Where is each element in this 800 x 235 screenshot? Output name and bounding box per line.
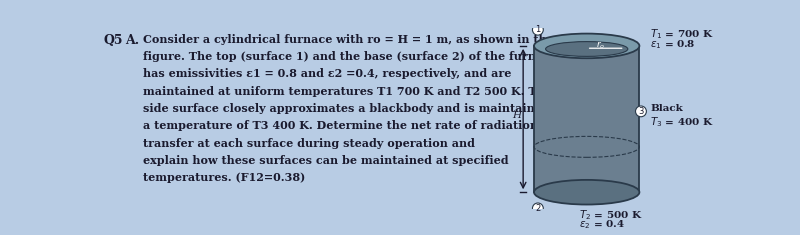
Text: $ε_1$ = 0.8: $ε_1$ = 0.8	[650, 38, 696, 51]
Text: Q5: Q5	[103, 34, 122, 47]
Text: transfer at each surface during steady operation and: transfer at each surface during steady o…	[142, 137, 474, 149]
Text: figure. The top (surface 1) and the base (surface 2) of the furnace: figure. The top (surface 1) and the base…	[142, 51, 557, 62]
Text: $r_o$: $r_o$	[596, 39, 606, 51]
Text: 1: 1	[535, 25, 541, 34]
Text: $T_1$ = 700 K: $T_1$ = 700 K	[650, 27, 714, 41]
Text: A.: A.	[125, 34, 139, 47]
Text: H: H	[513, 111, 522, 120]
Ellipse shape	[546, 42, 628, 56]
Text: 3: 3	[638, 107, 644, 116]
Text: temperatures. (F12=0.38): temperatures. (F12=0.38)	[142, 172, 305, 183]
Text: $ε_2$ = 0.4: $ε_2$ = 0.4	[579, 218, 625, 231]
Text: a temperature of T3 400 K. Determine the net rate of radiation heat: a temperature of T3 400 K. Determine the…	[142, 120, 569, 131]
Bar	[534, 46, 639, 192]
Circle shape	[635, 106, 646, 117]
Text: $T_2$ = 500 K: $T_2$ = 500 K	[579, 208, 643, 222]
Ellipse shape	[534, 180, 639, 204]
Text: Black: Black	[650, 104, 683, 113]
Text: Consider a cylindrical furnace with ro = H = 1 m, as shown in the: Consider a cylindrical furnace with ro =…	[142, 34, 554, 45]
Text: side surface closely approximates a blackbody and is maintained at: side surface closely approximates a blac…	[142, 103, 566, 114]
Ellipse shape	[534, 34, 639, 58]
Text: has emissivities ε1 = 0.8 and ε2 =0.4, respectively, and are: has emissivities ε1 = 0.8 and ε2 =0.4, r…	[142, 68, 511, 79]
Text: 2: 2	[535, 204, 541, 213]
Circle shape	[533, 24, 543, 35]
Text: maintained at uniform temperatures T1 700 K and T2 500 K. The: maintained at uniform temperatures T1 70…	[142, 86, 551, 97]
Text: explain how these surfaces can be maintained at specified: explain how these surfaces can be mainta…	[142, 155, 508, 166]
Text: $T_3$ = 400 K: $T_3$ = 400 K	[650, 115, 714, 129]
Circle shape	[533, 203, 543, 214]
